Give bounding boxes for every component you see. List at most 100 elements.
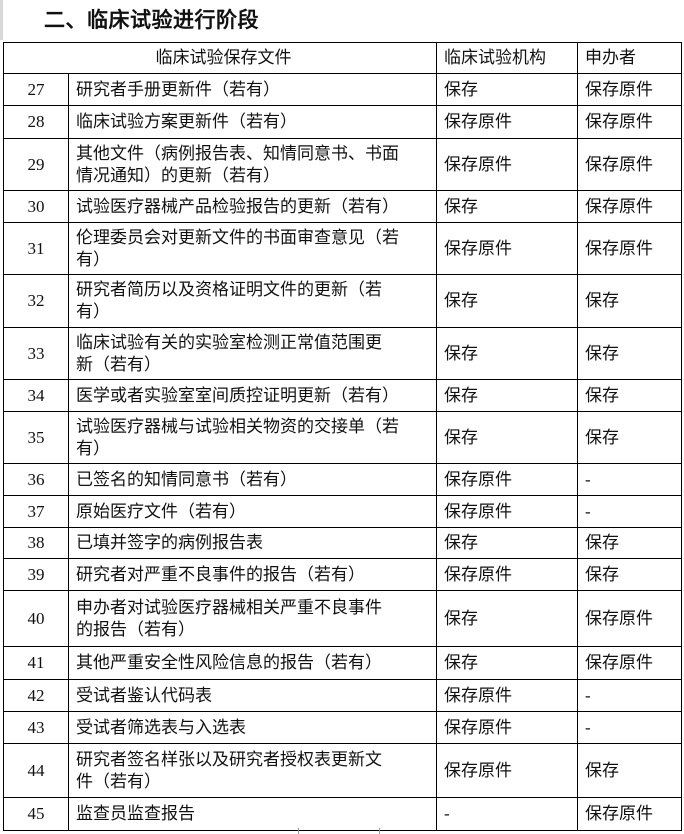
sponsor-cell: 保存	[577, 327, 682, 380]
document-name-line: 其他文件（病例报告表、知情同意书、书面	[76, 143, 399, 163]
row-number: 27	[3, 73, 69, 106]
row-number: 38	[3, 527, 69, 559]
document-name: 受试者筛选表与入选表	[68, 711, 437, 744]
sponsor-cell: -	[577, 463, 682, 496]
institution-cell: 保存原件	[436, 222, 578, 275]
document-name-line: 试验医疗器械产品检验报告的更新（若有）	[76, 196, 399, 216]
table-row: 27 研究者手册更新件（若有） 保存 保存原件	[3, 73, 682, 106]
document-name: 其他文件（病例报告表、知情同意书、书面 情况通知）的更新（若有）	[68, 138, 437, 191]
institution-cell: 保存原件	[436, 495, 578, 528]
row-number: 36	[3, 463, 69, 496]
table-row: 41 其他严重安全性风险信息的报告（若有） 保存 保存原件	[3, 646, 682, 680]
table-row: 35 试验医疗器械与试验相关物资的交接单（若 有） 保存 保存	[3, 411, 682, 464]
document-name: 受试者鉴认代码表	[68, 679, 437, 712]
document-name-line: 申办者对试验医疗器械相关严重不良事件	[76, 597, 382, 617]
document-name-line: 有）	[76, 302, 110, 321]
sponsor-cell: 保存	[577, 527, 682, 559]
table-row: 40 申办者对试验医疗器械相关严重不良事件 的报告（若有） 保存 保存原件	[3, 590, 682, 647]
sponsor-cell: 保存原件	[577, 646, 682, 680]
document-name-line: 研究者签名样张以及研究者授权表更新文	[76, 749, 382, 769]
document-name-line: 件（若有）	[76, 771, 161, 791]
document-name-line: 研究者手册更新件（若有）	[76, 79, 280, 99]
document-name-line: 原始医疗文件（若有）	[76, 501, 246, 521]
row-number: 41	[3, 646, 69, 680]
institution-cell: 保存原件	[436, 463, 578, 496]
institution-cell: 保存	[436, 327, 578, 380]
sponsor-cell: 保存原件	[577, 138, 682, 191]
sponsor-cell: 保存原件	[577, 590, 682, 647]
page-footer-mark	[298, 828, 380, 834]
document-name-line: 受试者筛选表与入选表	[76, 717, 246, 737]
table-row: 32 研究者简历以及资格证明文件的更新（若 有） 保存 保存	[3, 274, 682, 328]
sponsor-cell: 保存	[577, 558, 682, 591]
institution-cell: 保存原件	[436, 558, 578, 591]
table-row: 39 研究者对严重不良事件的报告（若有） 保存原件 保存	[3, 558, 682, 591]
document-name: 已签名的知情同意书（若有）	[68, 463, 437, 496]
document-name: 原始医疗文件（若有）	[68, 495, 437, 528]
document-name: 研究者对严重不良事件的报告（若有）	[68, 558, 437, 591]
row-number: 34	[3, 379, 69, 412]
row-number: 35	[3, 411, 69, 464]
table-row: 42 受试者鉴认代码表 保存原件 -	[3, 679, 682, 712]
institution-cell: 保存	[436, 590, 578, 647]
row-number: 33	[3, 327, 69, 380]
document-name-line: 临床试验有关的实验室检测正常值范围更	[76, 332, 382, 352]
table-row: 45 监查员监查报告 - 保存原件	[3, 797, 682, 831]
row-number: 45	[3, 797, 69, 831]
institution-cell: 保存原件	[436, 679, 578, 712]
institution-cell: 保存	[436, 274, 578, 328]
row-number: 37	[3, 495, 69, 528]
document-name-line: 其他严重安全性风险信息的报告（若有）	[76, 653, 382, 672]
document-name-line: 研究者对严重不良事件的报告（若有）	[76, 564, 365, 584]
document-name: 其他严重安全性风险信息的报告（若有）	[68, 646, 437, 680]
row-number: 40	[3, 590, 69, 647]
document-name-line: 有）	[76, 438, 110, 458]
document-name: 临床试验有关的实验室检测正常值范围更 新（若有）	[68, 327, 437, 380]
table-row: 29 其他文件（病例报告表、知情同意书、书面 情况通知）的更新（若有） 保存原件 保存原…	[3, 138, 682, 191]
institution-cell: 保存	[436, 411, 578, 464]
table-row: 31 伦理委员会对更新文件的书面审查意见（若 有） 保存原件 保存原件	[3, 222, 682, 275]
document-name: 医学或者实验室室间质控证明更新（若有）	[68, 379, 437, 412]
document-name: 已填并签字的病例报告表	[68, 527, 437, 559]
institution-cell: 保存	[436, 646, 578, 680]
table-row: 30 试验医疗器械产品检验报告的更新（若有） 保存 保存原件	[3, 190, 682, 223]
sponsor-cell: 保存原件	[577, 190, 682, 223]
document-name-line: 情况通知）的更新（若有）	[76, 165, 280, 185]
table-row: 36 已签名的知情同意书（若有） 保存原件 -	[3, 463, 682, 496]
institution-cell: 保存	[436, 379, 578, 412]
institution-cell: 保存	[436, 527, 578, 559]
row-number: 29	[3, 138, 69, 191]
row-number: 44	[3, 743, 69, 798]
document-name: 监查员监查报告	[68, 797, 437, 831]
document-name-line: 监查员监查报告	[76, 804, 195, 823]
document-name-line: 试验医疗器械与试验相关物资的交接单（若	[76, 416, 399, 436]
header-documents: 临床试验保存文件	[3, 42, 437, 74]
document-name-line: 医学或者实验室室间质控证明更新（若有）	[76, 385, 399, 405]
sponsor-cell: -	[577, 679, 682, 712]
document-name: 试验医疗器械与试验相关物资的交接单（若 有）	[68, 411, 437, 464]
sponsor-cell: -	[577, 495, 682, 528]
row-number: 42	[3, 679, 69, 712]
sponsor-cell: 保存	[577, 411, 682, 464]
table-row: 44 研究者签名样张以及研究者授权表更新文 件（若有） 保存原件 保存	[3, 743, 682, 798]
document-name-line: 有）	[76, 249, 110, 269]
section-title: 二、临床试验进行阶段	[44, 8, 259, 32]
document-name-line: 已填并签字的病例报告表	[76, 533, 263, 552]
row-number: 39	[3, 558, 69, 591]
document-name: 试验医疗器械产品检验报告的更新（若有）	[68, 190, 437, 223]
sponsor-cell: 保存	[577, 274, 682, 328]
table-row: 34 医学或者实验室室间质控证明更新（若有） 保存 保存	[3, 379, 682, 412]
document-name: 研究者简历以及资格证明文件的更新（若 有）	[68, 274, 437, 328]
institution-cell: -	[436, 797, 578, 831]
document-name-line: 研究者简历以及资格证明文件的更新（若	[76, 280, 382, 299]
document-name: 申办者对试验医疗器械相关严重不良事件 的报告（若有）	[68, 590, 437, 647]
table-row: 28 临床试验方案更新件（若有） 保存原件 保存原件	[3, 105, 682, 139]
sponsor-cell: -	[577, 711, 682, 744]
table-row: 33 临床试验有关的实验室检测正常值范围更 新（若有） 保存 保存	[3, 327, 682, 380]
table-row: 38 已填并签字的病例报告表 保存 保存	[3, 527, 682, 559]
header-institution: 临床试验机构	[436, 42, 578, 74]
document-name-line: 的报告（若有）	[76, 619, 195, 639]
document-name: 研究者手册更新件（若有）	[68, 73, 437, 106]
document-name-line: 临床试验方案更新件（若有）	[76, 112, 297, 131]
sponsor-cell: 保存原件	[577, 797, 682, 831]
